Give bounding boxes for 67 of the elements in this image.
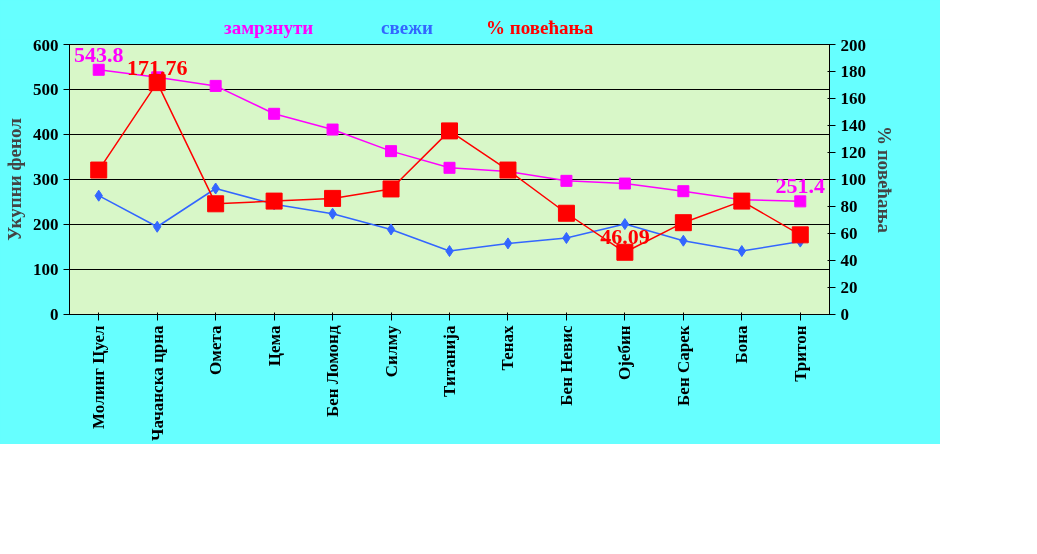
- point: [560, 174, 573, 187]
- text: свежи: [381, 17, 433, 39]
- y-tick-label: 100: [33, 260, 59, 279]
- x-tick-label: Тритон: [790, 325, 810, 382]
- x-tick-label: Чачанска црна: [147, 325, 167, 442]
- data-label: 171.76: [126, 54, 188, 80]
- point: [209, 79, 222, 92]
- text: замрзнути: [224, 17, 314, 39]
- y2-tick-label: 20: [840, 278, 858, 297]
- point: [616, 243, 634, 261]
- point: [385, 145, 398, 158]
- x-tick-label: Силму: [381, 325, 401, 378]
- y-tick-label: 400: [33, 125, 59, 144]
- y2-tick-label: 100: [840, 170, 866, 189]
- data-label: 251.4: [775, 173, 826, 199]
- x-tick-label: Цема: [264, 325, 284, 367]
- x-tick-label: Бен Невис: [556, 325, 576, 406]
- point: [620, 218, 630, 231]
- point: [562, 232, 571, 244]
- point: [499, 161, 517, 179]
- point: [733, 192, 751, 210]
- point: [443, 161, 456, 174]
- y-axis-title: Укупни фенол: [4, 117, 25, 241]
- y2-tick-label: 80: [840, 197, 858, 216]
- y2-tick-label: 0: [840, 305, 849, 324]
- point: [90, 161, 108, 179]
- point: [92, 63, 105, 76]
- point: [382, 180, 400, 198]
- x-tick-label: Тенах: [498, 325, 518, 371]
- point: [268, 107, 281, 120]
- y2-axis-title: % повећања: [874, 125, 895, 234]
- point: [441, 122, 458, 140]
- y2-tick-label: 180: [840, 62, 866, 81]
- point: [557, 204, 575, 222]
- point: [207, 195, 225, 213]
- point: [794, 195, 807, 208]
- point: [265, 192, 283, 210]
- y-tick-label: 300: [33, 170, 59, 189]
- point: [618, 177, 631, 190]
- point: [326, 123, 339, 136]
- x-tick-label: Бен Ломонд: [323, 325, 343, 417]
- x-tick-label: Бона: [732, 325, 752, 364]
- point: [674, 214, 692, 232]
- x-tick-label: Молинг Цуел: [89, 325, 109, 429]
- point: [148, 74, 166, 92]
- y-tick-label: 500: [33, 80, 59, 99]
- y2-tick-label: 160: [840, 89, 866, 108]
- data-label: 46.09: [600, 224, 650, 250]
- point: [386, 223, 396, 236]
- y-tick-label: 0: [50, 305, 59, 324]
- x-tick-label: Омета: [206, 325, 226, 375]
- y2-tick-label: 140: [840, 116, 866, 135]
- point: [677, 185, 690, 198]
- point: [324, 189, 342, 207]
- y2-tick-label: 60: [840, 224, 858, 243]
- x-tick-label: Бен Сарек: [673, 325, 693, 406]
- x-tick-label: Титанија: [440, 325, 459, 398]
- y2-tick-label: 200: [840, 35, 866, 55]
- y2-tick-label: 40: [840, 251, 858, 270]
- y2-tick-label: 120: [840, 143, 866, 162]
- data-label: 543.8: [73, 41, 124, 67]
- x-tick-label: Ојебин: [615, 325, 635, 381]
- text: % повећања: [486, 17, 594, 39]
- y-tick-label: 600: [33, 35, 59, 55]
- y-tick-label: 200: [33, 215, 59, 234]
- point: [503, 237, 513, 250]
- point: [791, 226, 809, 244]
